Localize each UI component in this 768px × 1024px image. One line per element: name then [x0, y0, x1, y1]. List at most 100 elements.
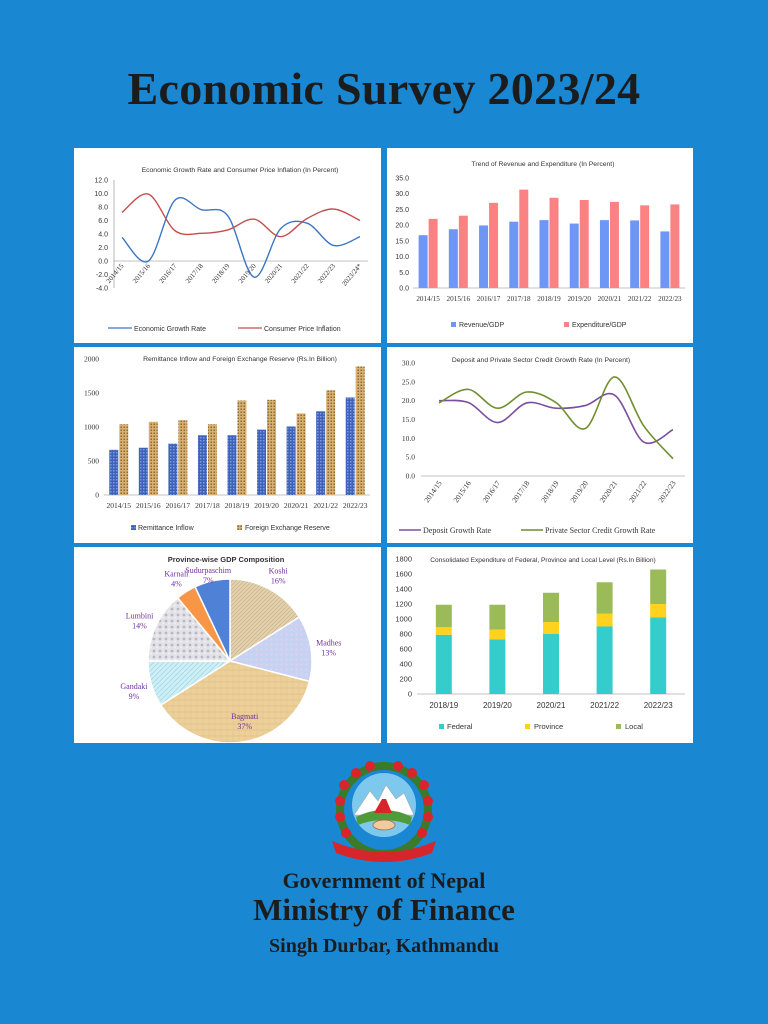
y-tick-label: 1000	[84, 423, 99, 432]
y-tick-label: 800	[399, 630, 412, 639]
pie-slice-sudurpaschim	[194, 578, 231, 662]
remittance-bar	[168, 443, 178, 495]
federal-bar	[489, 639, 506, 694]
legend-label-growth: Economic Growth Rate	[134, 326, 206, 333]
revenue-bar	[599, 220, 609, 288]
rhododendron-wreath	[335, 761, 433, 858]
reserve-bar	[148, 421, 158, 495]
x-tick-label: 2016/17	[481, 479, 503, 505]
pie-percent-sudurpaschim: 7%	[203, 576, 214, 585]
y-tick-label: 400	[399, 660, 412, 669]
y-tick-label: 1500	[84, 389, 99, 398]
reserve-bar	[267, 399, 277, 495]
federal-bar	[650, 617, 667, 694]
y-tick-label: 25.0	[402, 377, 415, 386]
legend-swatch-province	[525, 724, 530, 729]
x-tick-label: 2020/21	[263, 262, 284, 285]
local-bar	[489, 604, 506, 630]
remittance-bar	[138, 447, 148, 495]
y-tick-label: 600	[399, 645, 412, 654]
revenue-bar	[660, 231, 670, 288]
local-bar	[650, 569, 667, 604]
legend-label-deposit: Deposit Growth Rate	[423, 526, 491, 535]
province-bar	[489, 629, 506, 640]
x-tick-label: 2022/23	[658, 295, 682, 303]
y-tick-label: 0.0	[399, 286, 409, 293]
pie-percent-karnali: 4%	[171, 580, 182, 589]
pie-percent-bagmati: 37%	[237, 722, 252, 731]
x-tick-label: 2021/22	[313, 501, 338, 510]
y-tick-label: 10.0	[94, 191, 108, 198]
ministry-label: Ministry of Finance	[253, 892, 515, 927]
province-gdp-chart: Province-wise GDP Composition Koshi 16% Ma…	[74, 547, 381, 743]
pie-label-lumbini: Lumbini	[126, 611, 154, 620]
reserve-bar	[207, 424, 217, 495]
chart-title: Economic Growth Rate and Consumer Price …	[142, 167, 339, 174]
deposit-growth-line	[438, 392, 674, 445]
x-tick-label: 2016/17	[166, 501, 191, 510]
y-tick-label: 1000	[395, 615, 412, 624]
y-tick-label: 200	[399, 675, 412, 684]
x-tick-label: 2020/21	[537, 701, 566, 710]
remittance-bar	[345, 397, 355, 495]
emblem-ribbon	[332, 841, 436, 862]
credit-growth-line	[438, 376, 674, 460]
federal-bar	[435, 634, 452, 694]
x-tick-label: 2022/23	[316, 262, 337, 285]
expenditure-bar	[458, 215, 468, 288]
x-tick-label: 2020/21	[598, 295, 622, 303]
x-tick-label: 2017/18	[195, 501, 220, 510]
x-tick-label: 2022/23	[343, 501, 368, 510]
government-label: Government of Nepal	[282, 868, 486, 893]
legend-label-revenue: Revenue/GDP	[459, 322, 504, 329]
y-tick-label: 0.0	[406, 472, 416, 481]
legend-label-inflation: Consumer Price Inflation	[264, 326, 341, 333]
legend-swatch-revenue	[451, 322, 456, 327]
y-tick-label: 10.0	[402, 434, 415, 443]
inflation-line	[121, 193, 361, 238]
legend-swatch-remittance	[131, 525, 136, 530]
x-tick-label: 2021/22	[627, 479, 649, 505]
y-tick-label: 500	[88, 457, 100, 466]
y-tick-label: 2000	[84, 355, 99, 364]
federal-bar	[543, 634, 559, 694]
x-tick-label: 2021/22	[628, 295, 652, 303]
federal-bar	[596, 626, 613, 694]
local-bar	[543, 592, 559, 622]
y-tick-label: 5.0	[406, 453, 416, 462]
pie-slice-lumbini	[147, 596, 232, 662]
x-tick-label: 2017/18	[184, 262, 205, 285]
legend-swatch-reserve	[237, 525, 242, 530]
expenditure-bar	[519, 189, 529, 288]
y-tick-label: 20.0	[402, 396, 415, 405]
revenue-expenditure-svg: Trend of Revenue and Expenditure (In Per…	[395, 161, 685, 329]
expenditure-bar	[489, 202, 499, 288]
reserve-bar	[178, 420, 188, 495]
pie-percent-lumbini: 14%	[132, 621, 147, 630]
reserve-bar	[355, 366, 365, 495]
chart-title: Province-wise GDP Composition	[168, 555, 285, 564]
pie-label-karnali: Karnali	[164, 570, 189, 579]
pie-label-koshi: Koshi	[269, 566, 289, 575]
remittance-bar	[197, 435, 207, 495]
pie-label-gandaki: Gandaki	[120, 682, 148, 691]
remittance-reserve-svg: Remittance Inflow and Foreign Exchange R…	[84, 355, 370, 532]
x-tick-label: 2019/20	[567, 295, 591, 303]
growth-rate-line	[121, 197, 361, 278]
reserve-bar	[237, 400, 247, 495]
revenue-bar	[418, 235, 428, 288]
y-tick-label: 10.0	[395, 254, 409, 261]
legend-label-reserve: Foreign Exchange Reserve	[245, 525, 330, 532]
revenue-bar	[630, 220, 640, 288]
province-bar	[543, 622, 559, 634]
x-tick-label: 2016/17	[158, 262, 179, 285]
y-tick-label: 1800	[395, 555, 412, 564]
expenditure-bar	[640, 205, 650, 288]
x-tick-label: 2014/15	[416, 295, 440, 303]
y-tick-label: 1600	[395, 570, 412, 579]
chart-title: Trend of Revenue and Expenditure (In Per…	[472, 161, 615, 168]
remittance-bar	[257, 429, 267, 495]
emblem-hills	[356, 810, 412, 825]
revenue-bar	[509, 221, 519, 288]
x-tick-label: 2017/18	[507, 295, 531, 303]
